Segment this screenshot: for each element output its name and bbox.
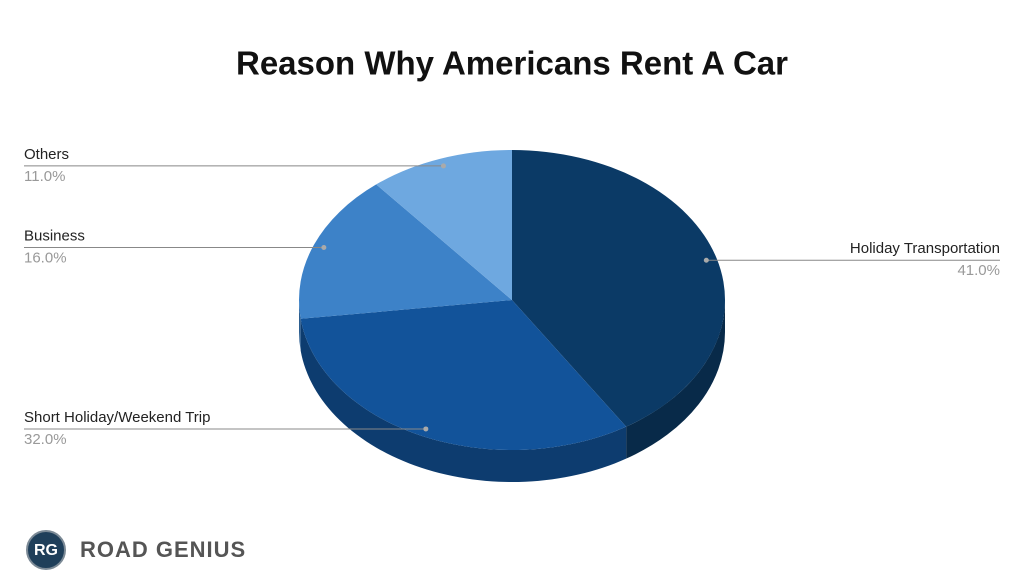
value-label: 32.0% — [24, 431, 67, 448]
pie-side — [299, 300, 301, 351]
logo: RG ROAD GENIUS — [26, 530, 246, 570]
pie-side — [626, 300, 725, 459]
value-label: 41.0% — [957, 262, 1000, 279]
pie-slice — [376, 150, 512, 300]
leader-dot — [321, 245, 327, 251]
slice-label: Others — [24, 146, 69, 163]
slice-label: Business — [24, 228, 85, 245]
pie-slice — [299, 184, 512, 319]
logo-badge — [26, 530, 66, 570]
slice-label: Holiday Transportation — [850, 240, 1000, 257]
pie-slice — [512, 150, 726, 427]
pie-slice — [300, 300, 627, 450]
leader-dot — [423, 426, 429, 432]
leader-dot — [440, 163, 446, 169]
logo-text: ROAD GENIUS — [80, 537, 246, 562]
slice-label: Short Holiday/Weekend Trip — [24, 409, 210, 426]
chart-title: Reason Why Americans Rent A Car — [236, 45, 788, 82]
leader-dot — [703, 257, 709, 263]
logo-mark: RG — [34, 542, 58, 559]
value-label: 16.0% — [24, 250, 67, 267]
pie-side — [300, 318, 627, 482]
value-label: 11.0% — [24, 168, 65, 185]
